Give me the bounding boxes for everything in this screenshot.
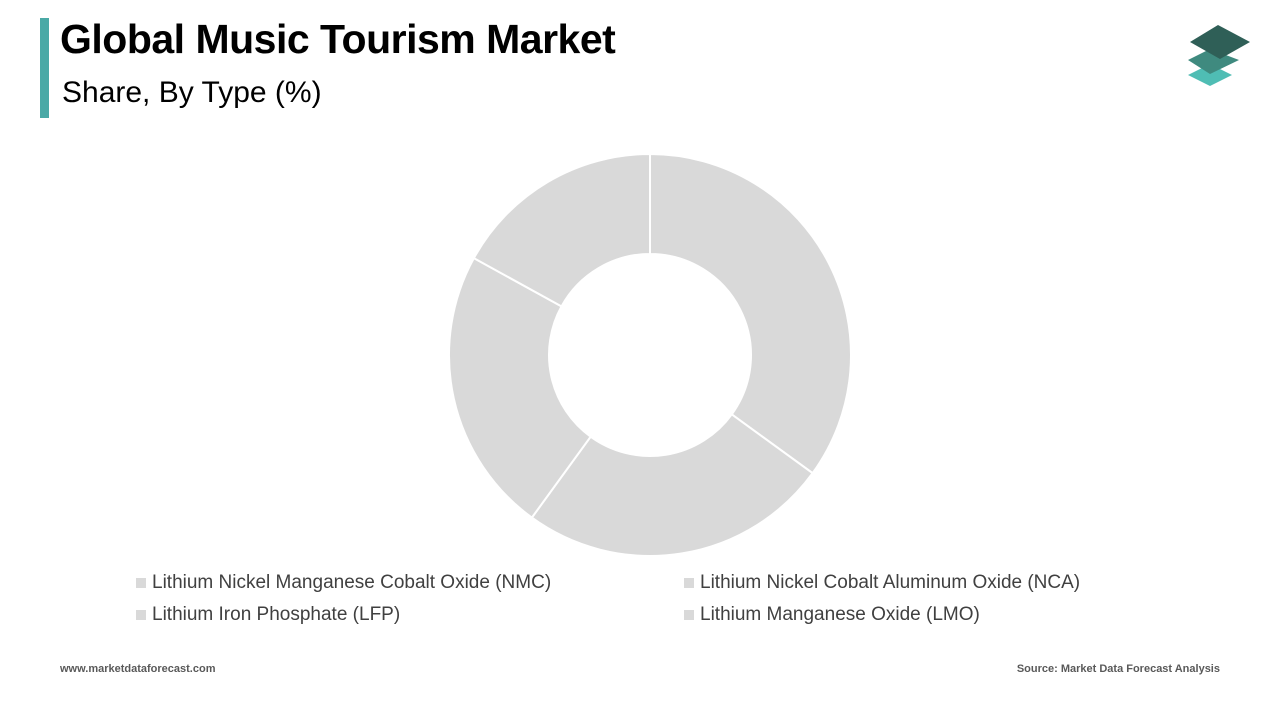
legend-item-lfp: Lithium Iron Phosphate (LFP) <box>136 603 400 627</box>
slice-nmc <box>649 152 852 475</box>
chart-title: Global Music Tourism Market <box>60 16 616 62</box>
slice-nca <box>530 412 815 557</box>
slice-lfp <box>448 256 593 520</box>
legend-swatch <box>684 610 694 620</box>
footer-source: Source: Market Data Forecast Analysis <box>1016 663 1220 675</box>
legend-label: Lithium Nickel Cobalt Aluminum Oxide (NC… <box>700 572 1081 593</box>
stacked-layers-logo-icon <box>1188 25 1250 86</box>
legend-item-nmc: Lithium Nickel Manganese Cobalt Oxide (N… <box>136 571 551 595</box>
title-accent-bar <box>40 18 49 118</box>
legend-label: Lithium Iron Phosphate (LFP) <box>152 604 401 625</box>
legend-item-lmo: Lithium Manganese Oxide (LMO) <box>684 603 980 627</box>
legend-label: Lithium Nickel Manganese Cobalt Oxide (N… <box>152 572 552 593</box>
legend-item-nca: Lithium Nickel Cobalt Aluminum Oxide (NC… <box>684 571 1080 595</box>
footer-website: www.marketdataforecast.com <box>60 663 216 675</box>
slice-lmo <box>472 152 651 308</box>
logo-layer-top <box>1190 25 1250 59</box>
legend-swatch <box>136 578 146 588</box>
legend-swatch <box>684 578 694 588</box>
legend-swatch <box>136 610 146 620</box>
chart-subtitle: Share, By Type (%) <box>62 76 322 109</box>
legend-label: Lithium Manganese Oxide (LMO) <box>700 604 980 625</box>
logo-layer-bottom <box>1188 64 1232 86</box>
